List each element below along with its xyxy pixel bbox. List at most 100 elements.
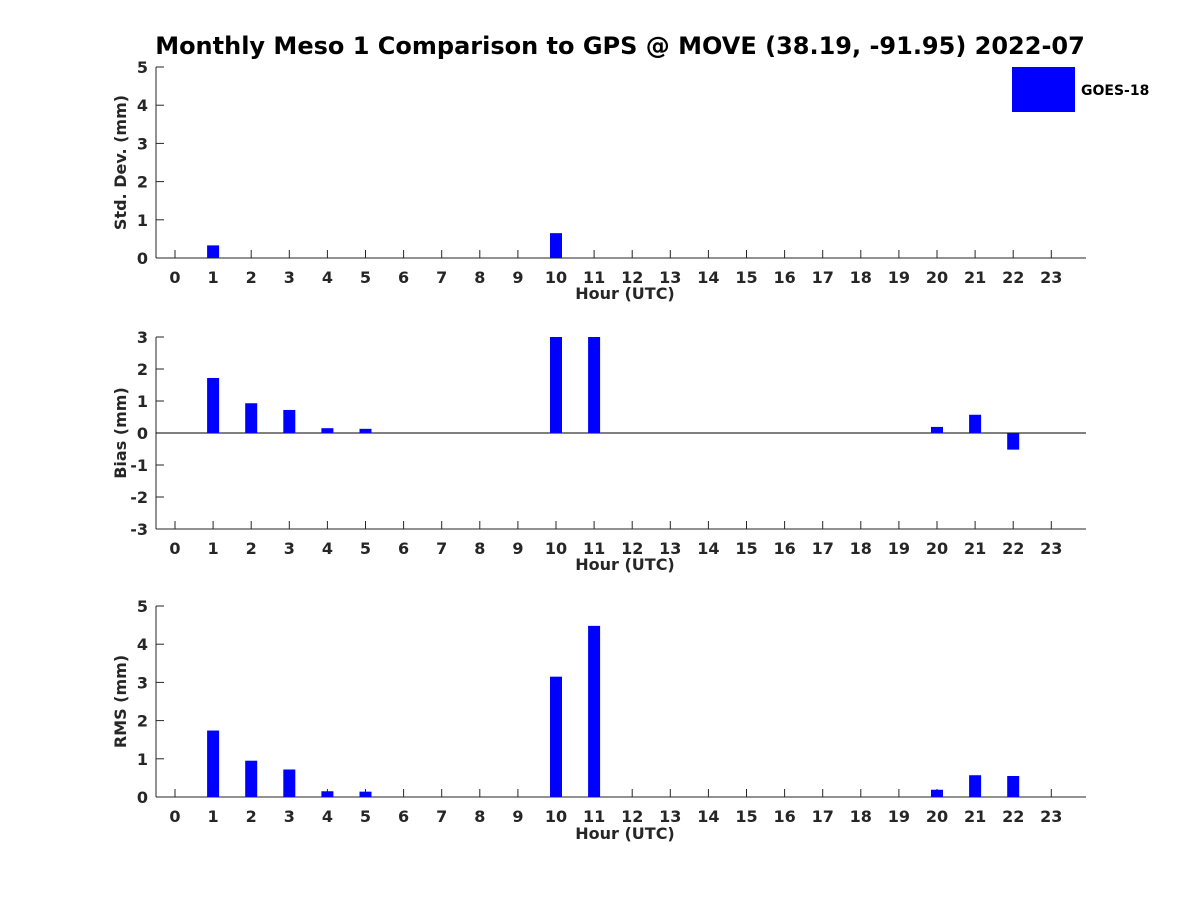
x-tick-label: 2: [246, 807, 257, 826]
bar-hour-1: [207, 245, 220, 258]
x-tick-label: 10: [545, 807, 567, 826]
y-axis-label: Std. Dev. (mm): [111, 95, 130, 230]
bar-hour-3: [283, 769, 296, 797]
x-tick-label: 6: [398, 268, 409, 287]
bar-hour-5: [359, 791, 372, 797]
y-tick-label: 4: [137, 96, 148, 115]
bar-hour-2: [245, 403, 258, 433]
bar-hour-20: [931, 426, 943, 433]
x-axis-label: Hour (UTC): [575, 555, 675, 574]
x-tick-label: 18: [850, 539, 872, 558]
y-tick-label: 0: [137, 249, 148, 268]
bar-hour-21: [969, 414, 982, 433]
y-axis-label: Bias (mm): [111, 387, 130, 479]
x-tick-label: 8: [474, 268, 485, 287]
x-tick-label: 16: [773, 539, 795, 558]
x-tick-label: 13: [659, 539, 681, 558]
x-tick-label: 20: [926, 268, 948, 287]
x-tick-label: 11: [583, 539, 605, 558]
x-tick-label: 17: [812, 807, 834, 826]
x-tick-label: 22: [1002, 539, 1024, 558]
y-tick-label: 5: [137, 597, 148, 616]
x-tick-label: 0: [169, 539, 180, 558]
x-tick-label: 10: [545, 268, 567, 287]
bar-hour-10: [550, 233, 562, 258]
x-tick-label: 15: [735, 807, 757, 826]
bar-hour-21: [969, 775, 982, 797]
x-tick-label: 7: [436, 539, 447, 558]
x-tick-label: 18: [850, 268, 872, 287]
bar-hour-22: [1007, 433, 1020, 450]
x-tick-label: 12: [621, 268, 643, 287]
x-tick-label: 13: [659, 807, 681, 826]
x-tick-label: 4: [322, 268, 333, 287]
x-tick-label: 6: [398, 539, 409, 558]
x-tick-label: 12: [621, 539, 643, 558]
x-tick-label: 3: [284, 807, 295, 826]
x-axis-label: Hour (UTC): [575, 824, 675, 843]
x-tick-label: 4: [322, 807, 333, 826]
x-axis-label: Hour (UTC): [575, 284, 675, 303]
x-tick-label: 2: [246, 539, 257, 558]
x-tick-label: 1: [208, 539, 219, 558]
y-axis-label: RMS (mm): [111, 655, 130, 748]
y-tick-label: 0: [137, 788, 148, 807]
x-tick-label: 23: [1040, 539, 1062, 558]
x-tick-label: 22: [1002, 807, 1024, 826]
x-tick-label: 9: [512, 807, 523, 826]
y-tick-label: 1: [137, 750, 148, 769]
bar-hour-5: [359, 428, 372, 433]
y-tick-label: 1: [137, 211, 148, 230]
y-tick-label: -2: [130, 488, 148, 507]
legend-label: GOES-18: [1081, 83, 1149, 99]
bar-hour-10: [550, 676, 562, 797]
bar-hour-22: [1007, 775, 1020, 797]
y-tick-label: 4: [137, 635, 148, 654]
x-tick-label: 23: [1040, 807, 1062, 826]
x-tick-label: 16: [773, 807, 795, 826]
x-tick-label: 23: [1040, 268, 1062, 287]
x-tick-label: 3: [284, 268, 295, 287]
x-tick-label: 0: [169, 268, 180, 287]
legend-swatch: [1012, 67, 1075, 112]
bar-hour-10: [550, 337, 562, 433]
y-tick-label: -3: [130, 520, 148, 539]
x-tick-label: 19: [888, 539, 910, 558]
x-tick-label: 16: [773, 268, 795, 287]
x-tick-label: 8: [474, 539, 485, 558]
x-tick-label: 19: [888, 807, 910, 826]
x-tick-label: 14: [697, 268, 719, 287]
x-tick-label: 3: [284, 539, 295, 558]
y-tick-label: 3: [137, 673, 148, 692]
x-tick-label: 12: [621, 807, 643, 826]
y-tick-label: 5: [137, 58, 148, 77]
x-tick-label: 5: [360, 539, 371, 558]
x-tick-label: 17: [812, 539, 834, 558]
x-tick-label: 20: [926, 539, 948, 558]
y-tick-label: 1: [137, 392, 148, 411]
x-tick-label: 17: [812, 268, 834, 287]
bar-hour-11: [588, 625, 601, 797]
x-tick-label: 14: [697, 807, 719, 826]
x-tick-label: 1: [208, 807, 219, 826]
bar-hour-3: [283, 409, 296, 433]
y-tick-label: 2: [137, 173, 148, 192]
bar-hour-2: [245, 760, 258, 797]
x-tick-label: 1: [208, 268, 219, 287]
x-tick-label: 21: [964, 539, 986, 558]
bar-hour-20: [931, 789, 943, 797]
legend: GOES-18: [1012, 67, 1149, 112]
x-tick-label: 9: [512, 268, 523, 287]
bar-hour-1: [207, 730, 220, 797]
x-tick-label: 21: [964, 807, 986, 826]
x-tick-label: 11: [583, 807, 605, 826]
x-tick-label: 5: [360, 807, 371, 826]
x-tick-label: 6: [398, 807, 409, 826]
bar-hour-1: [207, 377, 220, 433]
x-tick-label: 13: [659, 268, 681, 287]
x-tick-label: 22: [1002, 268, 1024, 287]
x-tick-label: 14: [697, 539, 719, 558]
